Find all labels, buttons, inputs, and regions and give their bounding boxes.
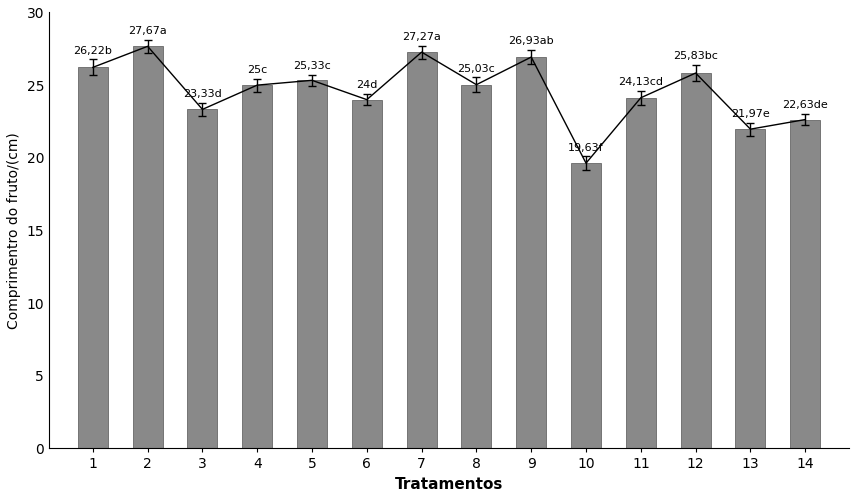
Y-axis label: Comprimentro do fruto/(cm): Comprimentro do fruto/(cm): [7, 132, 21, 329]
Text: 24,13cd: 24,13cd: [618, 77, 663, 87]
Text: 19,63f: 19,63f: [568, 143, 603, 153]
Text: 25,03c: 25,03c: [458, 64, 496, 74]
Text: 23,33d: 23,33d: [183, 89, 222, 99]
X-axis label: Tratamentos: Tratamentos: [395, 477, 503, 492]
Bar: [516, 57, 546, 449]
Bar: [461, 85, 491, 449]
Bar: [571, 163, 601, 449]
Text: 25,83bc: 25,83bc: [673, 51, 718, 61]
Text: 27,27a: 27,27a: [402, 32, 441, 42]
Text: 27,67a: 27,67a: [128, 26, 167, 36]
Bar: [242, 85, 272, 449]
Text: 25,33c: 25,33c: [293, 61, 331, 71]
Bar: [681, 73, 710, 449]
Bar: [352, 100, 382, 449]
Text: 26,22b: 26,22b: [74, 46, 112, 56]
Bar: [78, 67, 108, 449]
Bar: [187, 109, 217, 449]
Bar: [133, 46, 163, 449]
Text: 22,63de: 22,63de: [782, 100, 828, 110]
Text: 26,93ab: 26,93ab: [508, 36, 554, 46]
Text: 24d: 24d: [356, 80, 377, 90]
Text: 25c: 25c: [247, 65, 267, 75]
Text: 21,97e: 21,97e: [731, 109, 770, 119]
Bar: [790, 120, 820, 449]
Bar: [297, 80, 327, 449]
Bar: [735, 129, 765, 449]
Bar: [626, 98, 656, 449]
Bar: [407, 52, 437, 449]
